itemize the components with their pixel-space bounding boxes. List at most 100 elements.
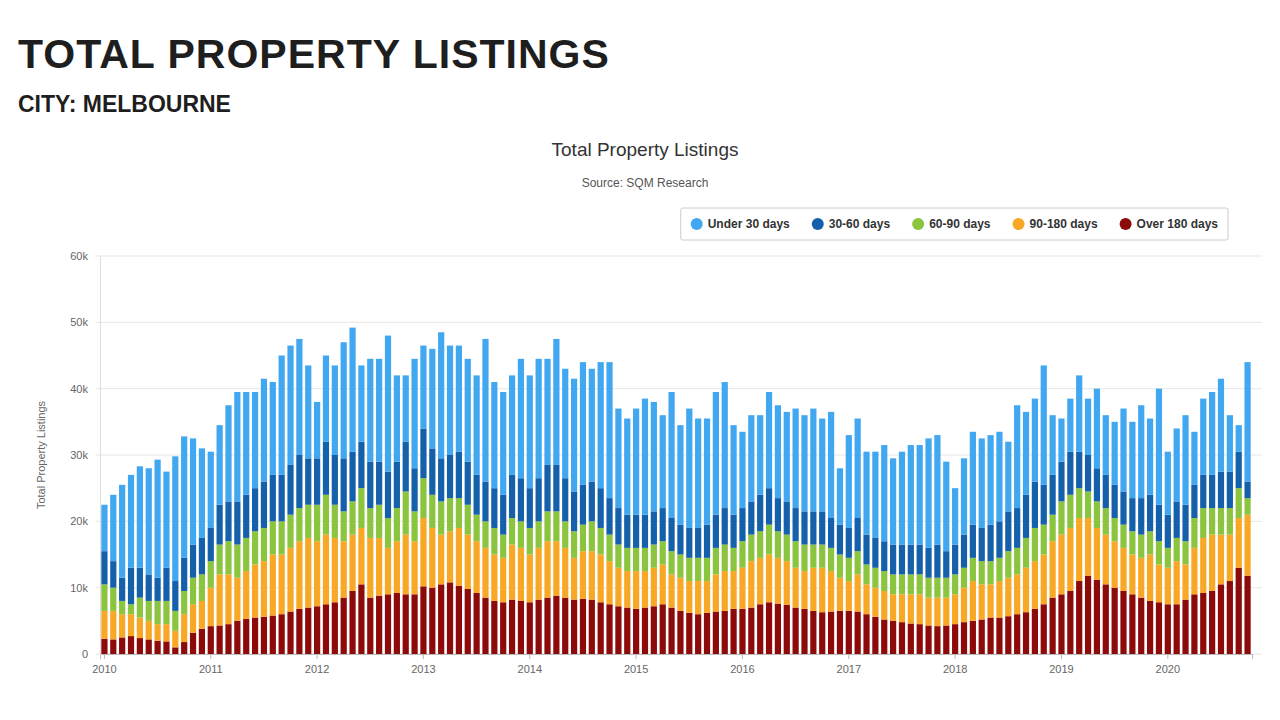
bar [979, 620, 985, 654]
bar [872, 588, 878, 617]
bar [908, 545, 914, 575]
bar [1244, 576, 1250, 654]
bar [890, 621, 896, 654]
bar [660, 508, 666, 541]
bar [961, 568, 967, 588]
bar [199, 601, 205, 629]
bar [509, 375, 515, 475]
bar [1244, 362, 1250, 481]
bar [952, 594, 958, 624]
bar [748, 501, 754, 534]
bar [1094, 389, 1100, 469]
bar [624, 608, 630, 654]
y-tick: 0 [82, 648, 100, 660]
bar [1032, 528, 1038, 561]
bar [1209, 508, 1215, 535]
bar [713, 392, 719, 515]
bar [651, 402, 657, 511]
bar [1138, 498, 1144, 534]
bar [925, 598, 931, 626]
bar [890, 458, 896, 544]
bar [810, 511, 816, 544]
x-tick-mark [955, 654, 956, 659]
bar [598, 555, 604, 603]
x-tick-label: 2011 [199, 663, 223, 675]
bar [465, 505, 471, 535]
legend-swatch [1013, 218, 1025, 230]
bar [1165, 515, 1171, 548]
bar [943, 551, 949, 578]
bar [589, 551, 595, 599]
y-axis-title: Total Property Listings [35, 400, 47, 509]
bar [606, 604, 612, 654]
bar [917, 445, 923, 545]
bar [748, 415, 754, 501]
bar [713, 574, 719, 611]
bar [598, 602, 604, 654]
x-tick: 2017 [837, 654, 861, 675]
bar [137, 466, 143, 567]
bar [305, 538, 311, 608]
x-tick-mark [1167, 654, 1168, 659]
bar [934, 545, 940, 578]
bar [323, 495, 329, 535]
bar [1191, 518, 1197, 548]
bar [1191, 548, 1197, 594]
bar [1182, 415, 1188, 505]
chart-svg: TOTAL PROPERTY LISTINGSCITY: MELBOURNETo… [0, 0, 1280, 720]
grid-line [96, 256, 1262, 257]
bar [394, 593, 400, 654]
bar [527, 375, 533, 488]
bar [349, 591, 355, 654]
bar [234, 578, 240, 621]
bar [252, 531, 258, 564]
bar [500, 602, 506, 654]
bar [314, 541, 320, 606]
bar [305, 505, 311, 538]
y-axis: 010k20k30k40k50k60k [70, 250, 100, 660]
bar [1129, 422, 1135, 498]
bar [367, 508, 373, 538]
bar [1120, 409, 1126, 492]
bar [243, 571, 249, 619]
page-subtitle: CITY: MELBOURNE [18, 91, 231, 117]
x-tick-label: 2018 [943, 663, 967, 675]
bar [952, 574, 958, 594]
bar [1120, 591, 1126, 654]
bar [668, 574, 674, 607]
bar [1041, 604, 1047, 654]
bar [465, 535, 471, 589]
bar [518, 478, 524, 521]
bar [536, 359, 542, 478]
bar [766, 602, 772, 654]
bar [943, 462, 949, 552]
bar [943, 625, 949, 654]
bar [349, 452, 355, 502]
bar [110, 611, 116, 640]
bar [1023, 412, 1029, 495]
bar [358, 442, 364, 488]
bar [855, 551, 861, 574]
bar [438, 584, 444, 654]
bar [181, 558, 187, 591]
bar [500, 558, 506, 602]
bar [1138, 598, 1144, 654]
bar [1191, 485, 1197, 518]
bar [154, 460, 160, 578]
bar [367, 538, 373, 598]
bar [677, 425, 683, 525]
bar [1218, 379, 1224, 472]
bar [553, 465, 559, 511]
bar [500, 392, 506, 495]
bar [429, 588, 435, 654]
bar [456, 586, 462, 654]
bar [137, 618, 143, 639]
bar [580, 599, 586, 654]
bar [518, 359, 524, 478]
y-tick-label: 60k [70, 250, 88, 262]
bar [970, 621, 976, 654]
bar [110, 639, 116, 654]
bar [1147, 601, 1153, 654]
bar [660, 604, 666, 654]
bar [1085, 455, 1091, 491]
